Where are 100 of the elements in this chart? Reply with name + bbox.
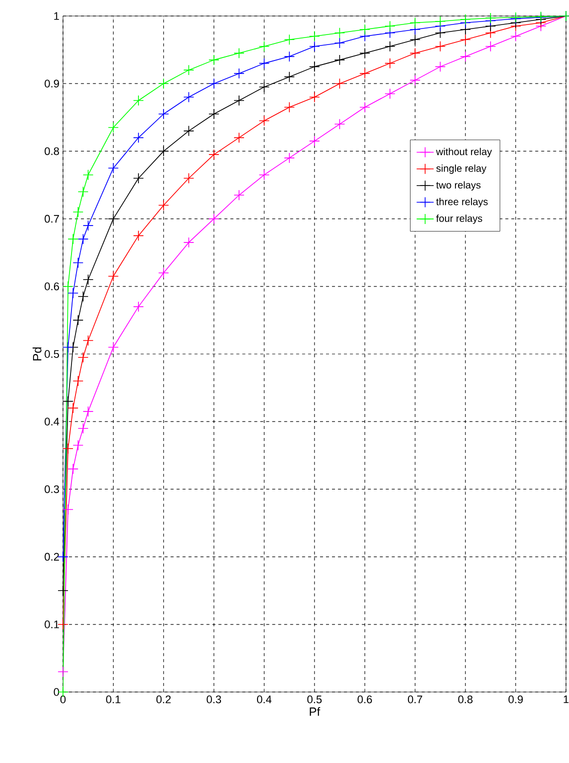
x-tick-label: 0.7 — [408, 696, 422, 704]
legend-label: two relays — [436, 181, 481, 191]
x-tick-label: 0 — [60, 696, 66, 704]
point — [158, 108, 169, 120]
x-tick-label: 0.3 — [206, 696, 222, 704]
point — [309, 136, 320, 146]
point — [78, 291, 88, 302]
point — [309, 30, 320, 42]
x-tick-label: 0.4 — [257, 696, 272, 704]
point — [309, 61, 320, 72]
point — [133, 132, 144, 144]
point — [258, 82, 270, 92]
x-tick-label: 1 — [564, 696, 569, 704]
point — [485, 41, 496, 52]
point — [72, 376, 84, 386]
point — [82, 169, 94, 180]
point — [234, 190, 244, 201]
point — [359, 102, 370, 113]
point — [78, 422, 88, 434]
y-tick-label: 0.5 — [44, 350, 60, 358]
y-tick-label: 0.6 — [44, 282, 59, 290]
point — [208, 149, 220, 160]
y-tick-label: 0.9 — [44, 80, 59, 88]
point — [133, 95, 144, 106]
point — [78, 352, 88, 363]
point — [410, 34, 420, 46]
point — [108, 122, 119, 133]
point — [359, 68, 370, 79]
x-tick-label: 0.1 — [106, 696, 120, 704]
point — [434, 61, 446, 72]
point — [158, 146, 169, 157]
x-axis-title: Pf — [310, 707, 320, 716]
point — [434, 16, 446, 27]
point — [309, 41, 320, 52]
point — [258, 169, 270, 180]
x-tick-label: 0.2 — [156, 696, 171, 704]
point — [78, 186, 88, 198]
point — [359, 48, 370, 59]
point — [62, 443, 74, 454]
point — [183, 126, 194, 136]
y-tick-label: 0 — [54, 688, 60, 696]
point — [62, 342, 74, 353]
point — [258, 58, 270, 69]
point — [183, 64, 194, 76]
point — [78, 234, 88, 244]
point — [183, 92, 194, 102]
point — [72, 206, 84, 218]
point — [284, 71, 295, 82]
point — [234, 48, 244, 59]
y-tick-label: 0.1 — [44, 620, 59, 628]
point — [68, 464, 78, 474]
point — [183, 172, 194, 184]
y-tick-label: 0.2 — [44, 552, 59, 561]
point — [334, 54, 346, 66]
point — [82, 406, 94, 417]
point — [158, 267, 169, 278]
point — [284, 152, 295, 164]
point — [183, 237, 194, 248]
y-tick-label: 0.7 — [44, 214, 59, 223]
point — [234, 68, 244, 79]
point — [58, 666, 68, 678]
point — [208, 108, 220, 120]
point — [108, 162, 119, 174]
point — [284, 34, 295, 46]
point — [82, 220, 94, 231]
y-tick-label: 1 — [54, 12, 59, 20]
point — [68, 402, 78, 414]
point — [62, 504, 74, 515]
point — [460, 34, 471, 46]
point — [82, 274, 94, 286]
point — [133, 230, 144, 242]
point — [208, 54, 220, 66]
point — [510, 30, 522, 42]
point — [62, 281, 74, 292]
point — [384, 88, 396, 100]
y-tick-label: 0.4 — [44, 418, 60, 426]
point — [72, 257, 84, 268]
point — [62, 396, 74, 407]
point — [58, 619, 68, 630]
x-tick-label: 0.8 — [458, 696, 473, 704]
x-tick-label: 0.5 — [307, 696, 322, 704]
point — [258, 41, 270, 52]
point — [58, 585, 68, 596]
point — [158, 78, 169, 89]
point — [334, 28, 346, 38]
point — [133, 172, 144, 184]
point — [133, 301, 144, 312]
legend-label: three relays — [436, 198, 488, 208]
point — [82, 335, 94, 346]
point — [284, 51, 295, 62]
point — [108, 342, 119, 353]
y-tick-label: 0.8 — [44, 147, 59, 156]
legend-label: four relays — [436, 214, 482, 224]
y-tick-label: 0.3 — [44, 485, 59, 494]
point — [334, 118, 346, 130]
point — [108, 270, 119, 282]
point — [208, 213, 220, 224]
point — [108, 213, 119, 224]
point — [410, 17, 420, 28]
point — [410, 48, 420, 59]
